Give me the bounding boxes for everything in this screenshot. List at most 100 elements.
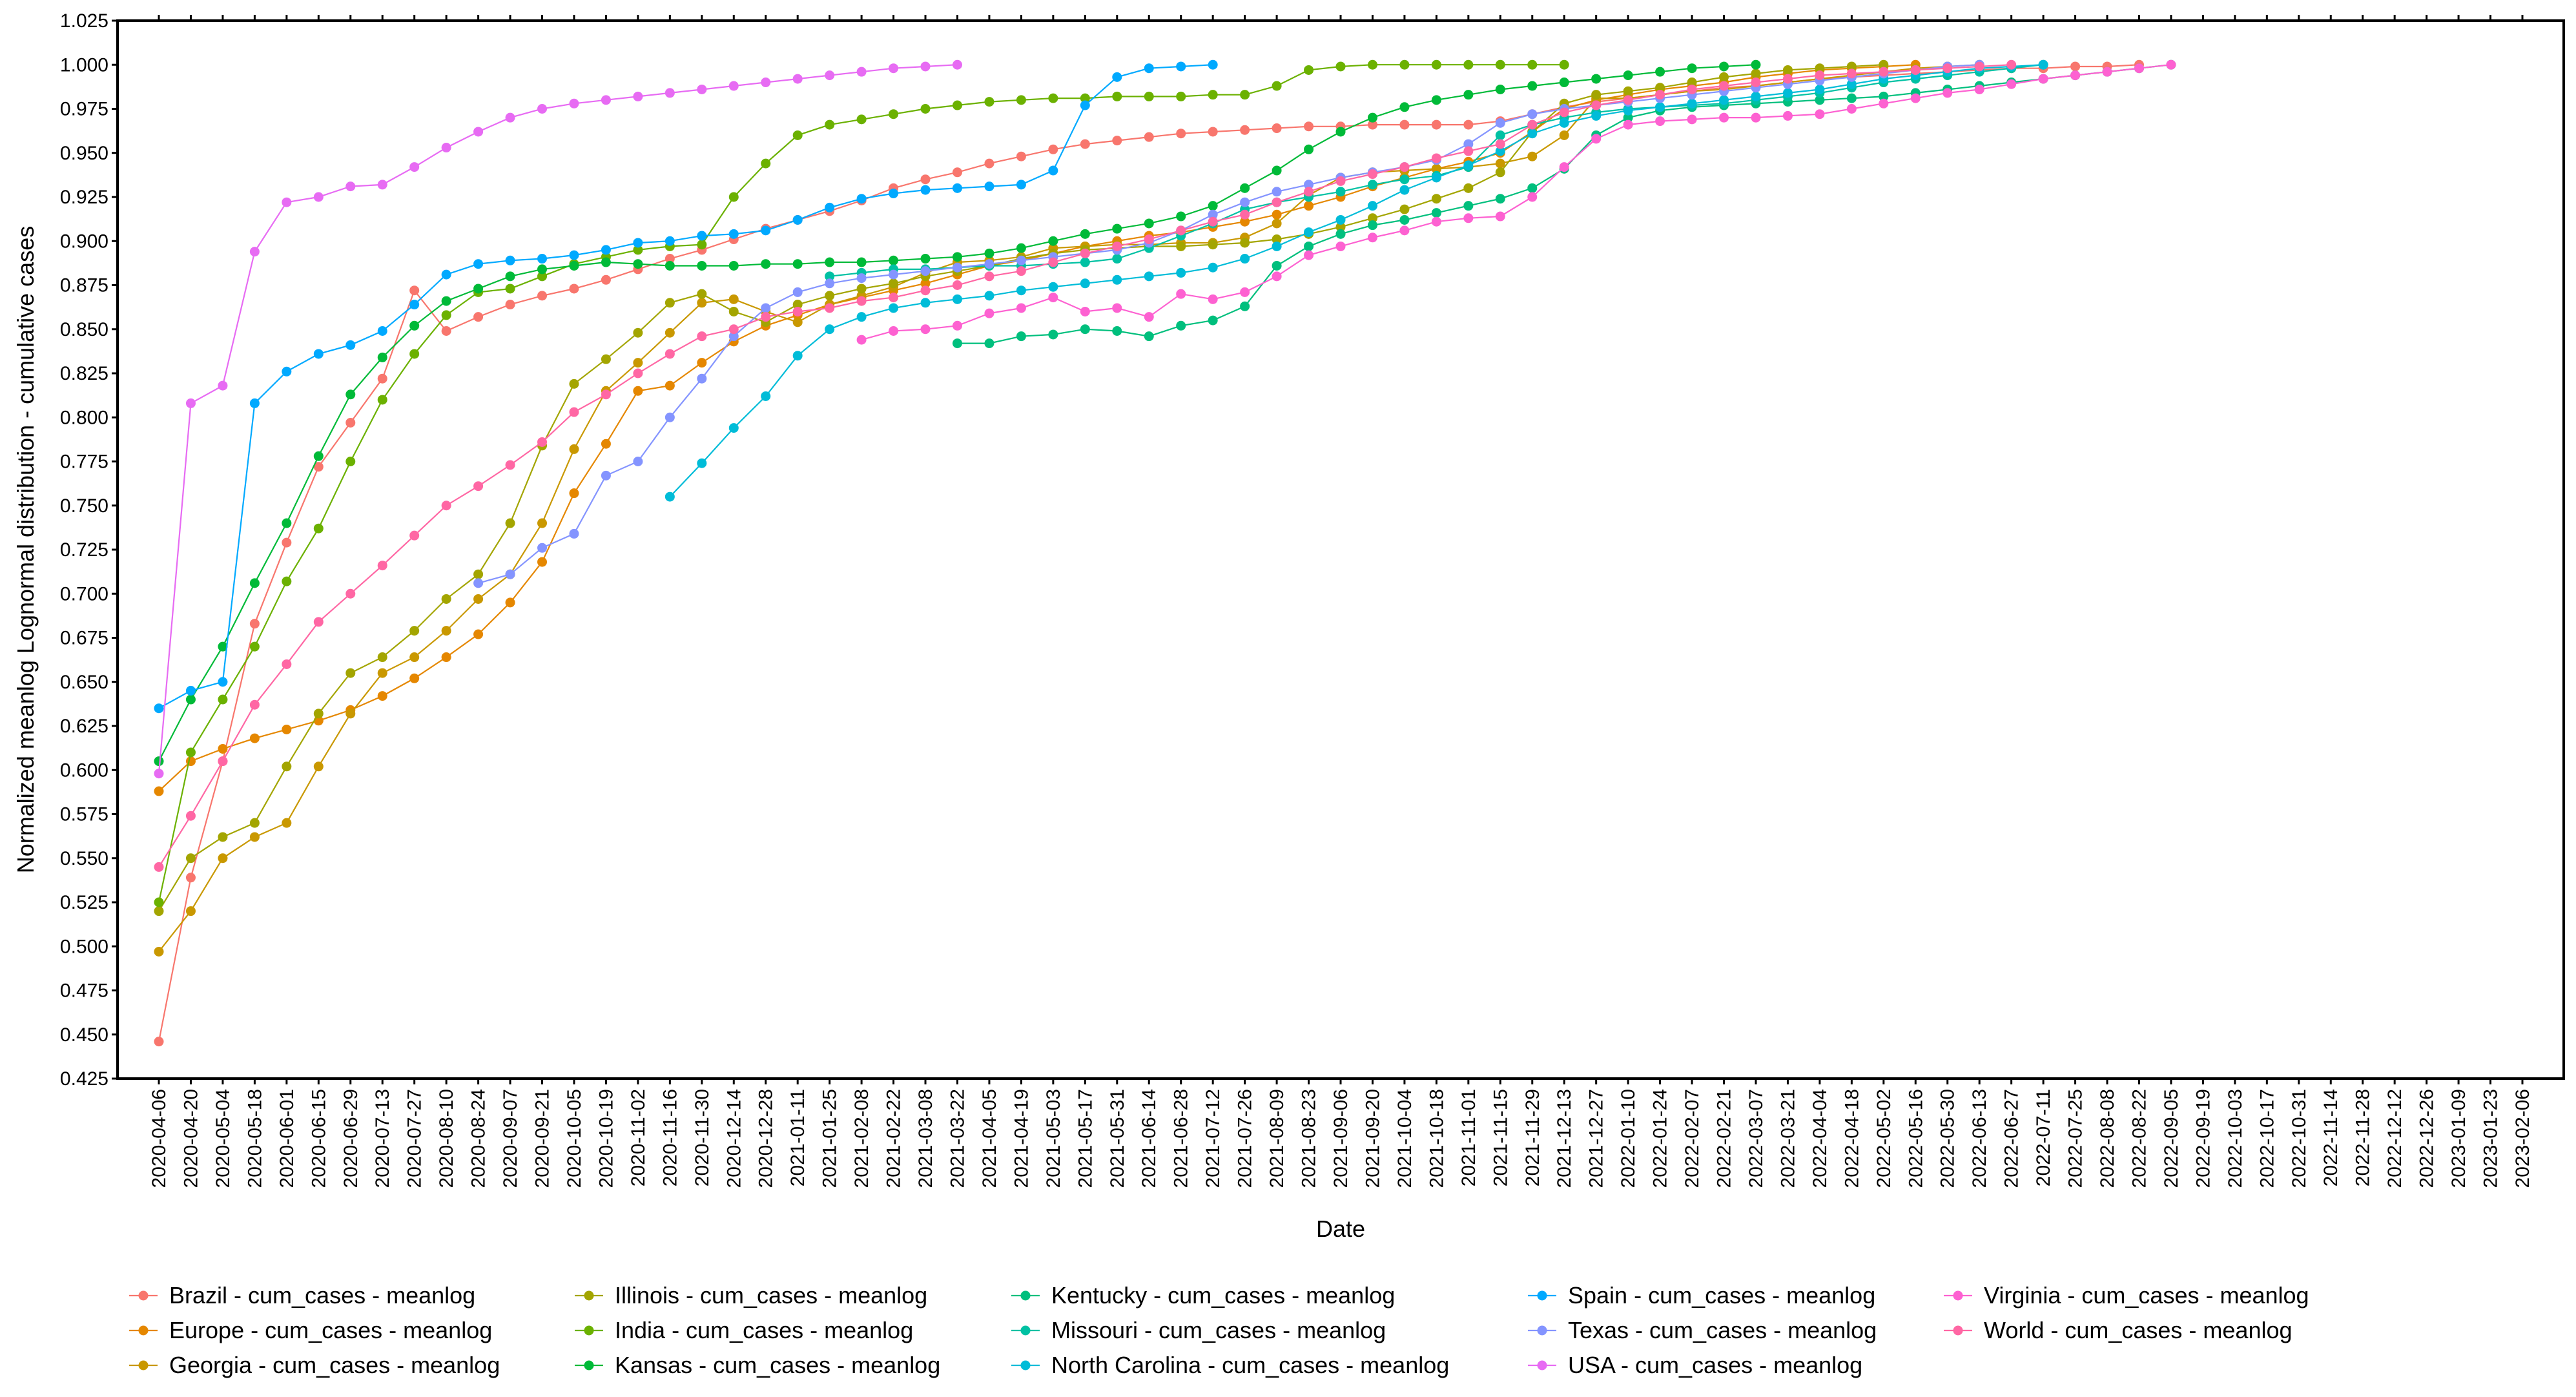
data-point [345,457,356,466]
data-point [505,271,515,282]
data-point [1176,320,1186,331]
data-point [1495,84,1505,94]
data-point [601,245,611,255]
y-tick-label: 0.625 [60,716,108,737]
data-point [1942,63,1953,74]
data-point [1591,134,1602,144]
data-point [569,98,579,109]
legend-label: Europe - cum_cases - meanlog [169,1317,492,1343]
data-point [569,260,579,271]
x-tick-label: 2021-10-18 [1426,1089,1447,1188]
data-point [345,417,356,428]
data-point [1144,331,1154,342]
data-point [1687,114,1697,125]
y-axis-title: Normalized meanlog Lognormal distributio… [12,226,39,873]
data-point [665,260,675,271]
x-tick-label: 2022-02-07 [1682,1089,1703,1188]
data-point [697,260,707,271]
data-point [1048,144,1058,154]
data-point [1240,254,1250,264]
legend-item: World - cum_cases - meanlog [1944,1317,2293,1343]
data-point [1112,91,1122,101]
data-point [1112,303,1122,313]
data-point [1272,187,1282,197]
x-tick-label: 2020-04-20 [180,1089,201,1188]
data-point [1176,241,1186,251]
data-point [1144,132,1154,142]
data-point [345,668,356,678]
legend-swatch-point [1537,1325,1547,1336]
data-point [377,652,387,663]
data-point [1431,163,1441,174]
x-tick-label: 2021-12-13 [1554,1089,1575,1188]
data-point [1463,139,1474,149]
data-point [1591,74,1602,84]
data-point [1719,61,1729,72]
data-point [537,557,548,567]
data-point [1112,241,1122,251]
data-point [1048,236,1058,246]
data-point [569,488,579,499]
data-point [825,119,835,130]
legend-label: Brazil - cum_cases - meanlog [169,1282,475,1309]
data-point [282,659,292,669]
data-point [952,280,962,290]
data-point [1463,201,1474,211]
data-point [1495,130,1505,140]
legend-swatch-point [138,1325,149,1336]
y-tick-label: 0.900 [60,231,108,252]
x-tick-label: 2021-03-08 [915,1089,936,1188]
x-tick-label: 2022-04-18 [1841,1089,1862,1188]
x-tick-label: 2020-11-16 [659,1089,681,1186]
data-point [889,326,899,336]
data-point [1335,222,1346,232]
data-point [441,326,451,336]
data-point [1240,287,1250,297]
data-point [984,181,994,192]
data-point [728,331,739,342]
y-tick-label: 0.425 [60,1068,108,1090]
data-point [154,786,164,796]
data-point [1367,220,1377,231]
data-point [1112,72,1122,82]
x-tick-label: 2021-09-20 [1362,1089,1383,1188]
data-point [377,668,387,678]
data-point [473,629,484,639]
data-point [1463,213,1474,223]
data-point [218,641,228,652]
data-point [1782,110,1793,121]
data-point [1304,144,1314,154]
x-tick-label: 2021-03-22 [947,1089,968,1188]
x-tick-label: 2022-10-17 [2256,1089,2278,1188]
legend-item: USA - cum_cases - meanlog [1528,1352,1862,1378]
data-point [825,70,835,81]
data-point [1176,225,1186,236]
data-point [249,641,260,652]
data-point [218,677,228,687]
data-point [697,458,707,468]
data-point [1112,136,1122,146]
data-point [920,285,931,296]
data-point [665,412,675,422]
x-tick-label: 2020-05-04 [212,1089,234,1188]
data-point [761,312,771,322]
y-tick-label: 0.700 [60,583,108,605]
data-point [1527,151,1538,161]
data-point [697,240,707,250]
data-point [601,470,611,481]
legend-item: Kentucky - cum_cases - meanlog [1011,1282,1395,1309]
x-tick-label: 2021-08-23 [1299,1089,1320,1188]
legend-item: Missouri - cum_cases - meanlog [1011,1317,1386,1343]
data-point [154,703,164,714]
data-point [1304,187,1314,197]
data-point [1719,112,1729,123]
data-point [505,518,515,528]
data-point [856,296,867,306]
legend-item: Europe - cum_cases - meanlog [129,1317,492,1343]
data-point [1272,260,1282,271]
data-point [856,312,867,322]
data-point [1431,95,1441,105]
y-tick-label: 0.750 [60,495,108,517]
data-point [920,174,931,185]
data-point [825,303,835,313]
